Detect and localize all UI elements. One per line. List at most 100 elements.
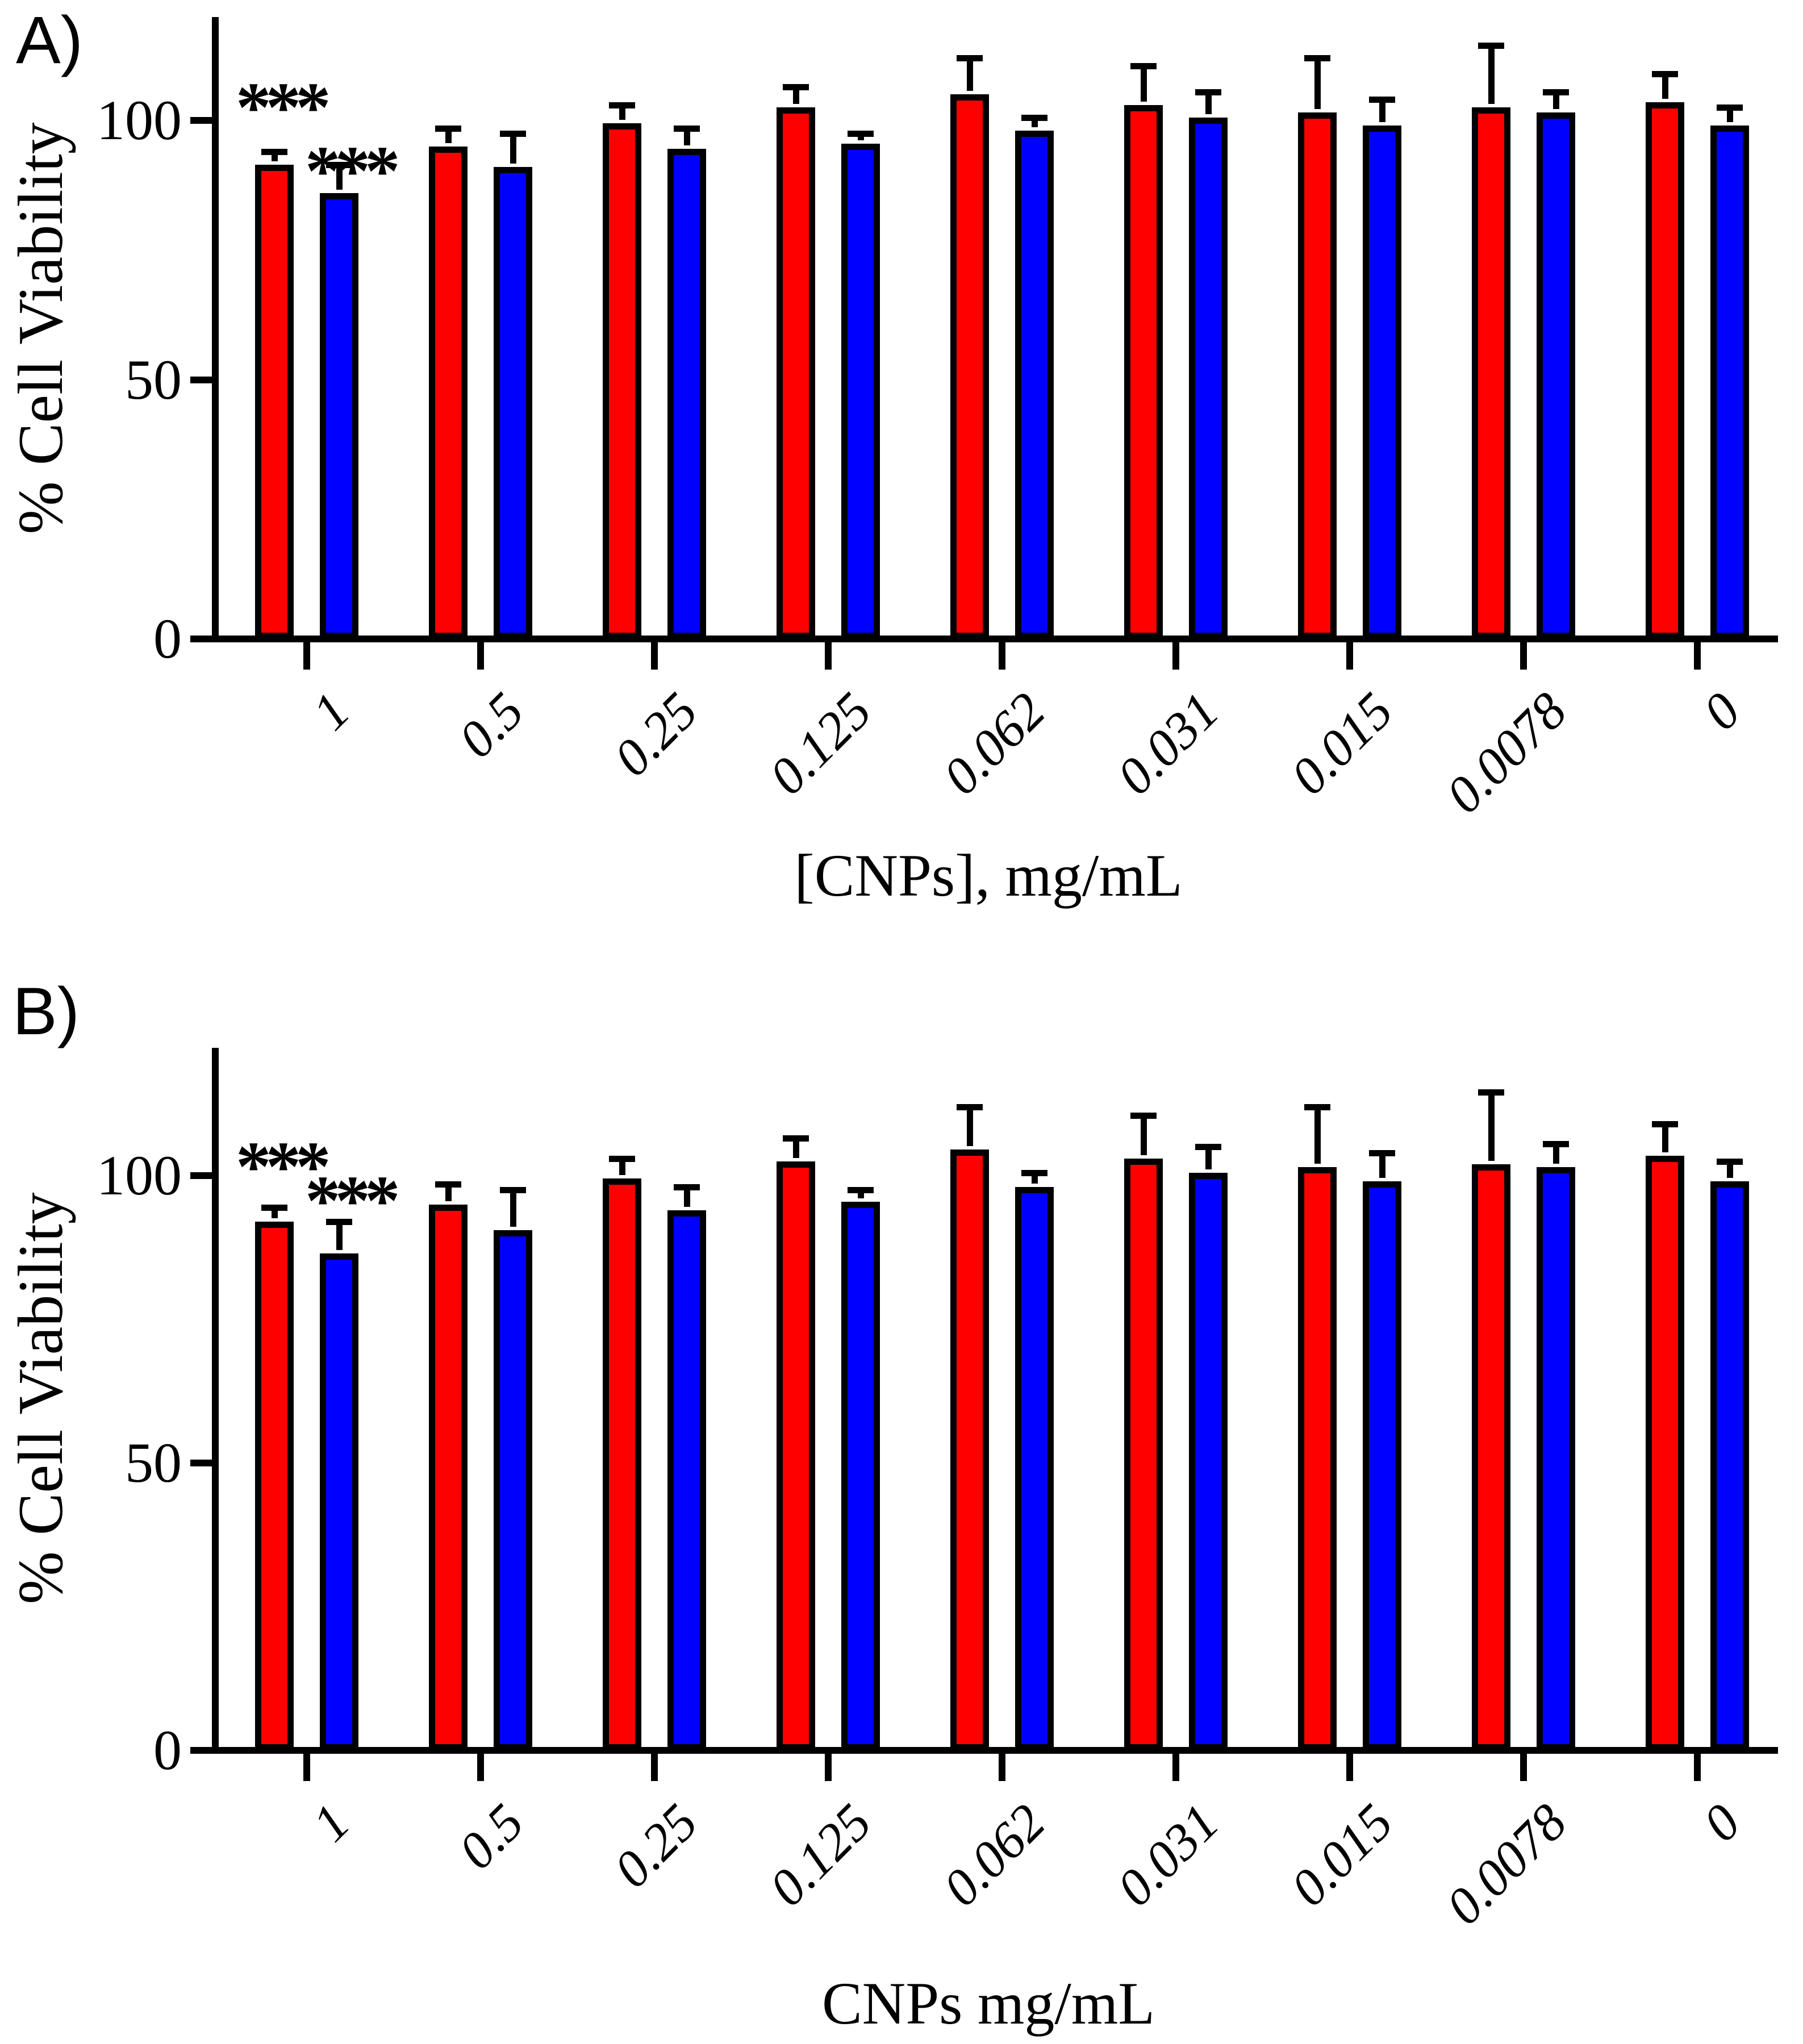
x-tick xyxy=(651,1754,658,1781)
bar-red xyxy=(950,1150,989,1750)
error-bar-stem xyxy=(619,105,625,120)
x-tick xyxy=(1694,642,1701,670)
y-axis-line xyxy=(212,17,219,642)
error-bar-stem xyxy=(1488,1092,1495,1161)
error-bar-stem xyxy=(793,86,799,105)
bar-red xyxy=(603,1178,641,1750)
error-bar-cap xyxy=(848,130,874,137)
bar-blue xyxy=(1015,131,1054,639)
error-bar-stem xyxy=(858,1190,864,1198)
error-bar-cap xyxy=(1369,1150,1395,1156)
x-tick-label: 0.25 xyxy=(602,1792,708,1899)
bar-red xyxy=(1646,102,1684,639)
error-bar-cap xyxy=(1195,89,1221,95)
bar-red xyxy=(429,1204,468,1750)
x-tick xyxy=(303,642,310,670)
bar-blue xyxy=(1710,1181,1749,1750)
error-bar-stem xyxy=(445,1184,452,1201)
panel-b-letter: B) xyxy=(12,974,80,1049)
bar-red xyxy=(1472,1164,1510,1750)
bar-blue xyxy=(1363,1181,1401,1750)
error-bar-stem xyxy=(858,133,864,141)
x-tick xyxy=(303,1754,310,1781)
panel-a-letter: A) xyxy=(16,3,83,78)
bar-red xyxy=(1298,1167,1337,1750)
x-tick xyxy=(477,1754,484,1781)
error-bar-stem xyxy=(1314,1106,1321,1164)
bar-red xyxy=(777,1161,815,1750)
error-bar-cap xyxy=(957,1103,983,1110)
error-bar-cap xyxy=(783,1135,809,1142)
x-tick xyxy=(651,642,658,670)
error-bar-stem xyxy=(272,1207,278,1218)
bar-blue xyxy=(841,144,880,639)
error-bar-cap xyxy=(261,1204,287,1211)
x-tick xyxy=(1172,1754,1179,1781)
bar-blue xyxy=(841,1201,880,1750)
bar-red xyxy=(429,146,468,639)
error-bar-cap xyxy=(1652,1121,1678,1127)
error-bar-cap xyxy=(326,1218,352,1225)
error-bar-stem xyxy=(510,133,516,164)
error-bar-cap xyxy=(783,83,809,90)
x-tick-label: 0.031 xyxy=(1105,1792,1230,1917)
error-bar-cap xyxy=(1717,105,1743,111)
error-bar-cap xyxy=(1543,1141,1569,1148)
significance-stars: *** xyxy=(305,1162,400,1240)
error-bar-stem xyxy=(793,1138,799,1158)
bar-blue xyxy=(1189,1172,1228,1750)
x-tick-label: 0.0078 xyxy=(1434,1792,1577,1936)
x-tick-label: 0 xyxy=(1692,1792,1751,1853)
bar-blue xyxy=(1537,112,1575,639)
x-tick-label: 0.062 xyxy=(932,1792,1056,1917)
error-bar-cap xyxy=(1021,1169,1047,1176)
y-tick xyxy=(190,376,212,383)
bar-red xyxy=(1124,105,1163,639)
error-bar-cap xyxy=(1478,1089,1504,1096)
error-bar-stem xyxy=(1379,1152,1385,1178)
error-bar-cap xyxy=(674,1184,700,1191)
bar-blue xyxy=(494,167,532,639)
y-tick-label: 100 xyxy=(97,1144,182,1207)
panel-a-x-axis-title: [CNPs], mg/mL xyxy=(794,842,1183,909)
panel-b-x-axis-title: CNPs mg/mL xyxy=(821,1970,1155,2037)
bar-blue xyxy=(1710,126,1749,639)
error-bar-cap xyxy=(1130,63,1157,70)
error-bar-stem xyxy=(1488,45,1495,105)
error-bar-cap xyxy=(261,148,287,155)
error-bar-stem xyxy=(1314,58,1321,110)
bar-red xyxy=(777,107,815,639)
error-bar-stem xyxy=(510,1190,516,1227)
bar-red xyxy=(950,94,989,639)
error-bar-cap xyxy=(435,1181,461,1188)
x-tick-label: 1 xyxy=(301,1792,361,1853)
x-tick xyxy=(1346,642,1353,670)
y-tick-label: 50 xyxy=(125,1431,182,1494)
error-bar-cap xyxy=(848,1187,874,1194)
y-tick xyxy=(190,1172,212,1179)
error-bar-stem xyxy=(1205,1147,1212,1169)
error-bar-cap xyxy=(1304,55,1330,62)
bar-red xyxy=(1646,1155,1684,1750)
bar-blue xyxy=(667,1210,706,1750)
error-bar-cap xyxy=(435,125,461,132)
error-bar-cap xyxy=(1021,115,1047,122)
x-tick xyxy=(999,642,1005,670)
error-bar-stem xyxy=(336,164,343,190)
error-bar-cap xyxy=(1717,1158,1743,1165)
bar-blue xyxy=(1189,118,1228,639)
error-bar-cap xyxy=(957,55,983,62)
x-tick xyxy=(825,1754,832,1781)
x-tick xyxy=(1172,642,1179,670)
x-tick xyxy=(1346,1754,1353,1781)
y-tick xyxy=(190,117,212,124)
error-bar-stem xyxy=(1205,91,1212,115)
error-bar-stem xyxy=(967,1106,973,1147)
y-axis-line xyxy=(212,1048,219,1754)
y-tick xyxy=(190,1460,212,1466)
bar-red xyxy=(603,123,641,639)
bar-blue xyxy=(1015,1187,1054,1750)
error-bar-cap xyxy=(1543,89,1569,95)
